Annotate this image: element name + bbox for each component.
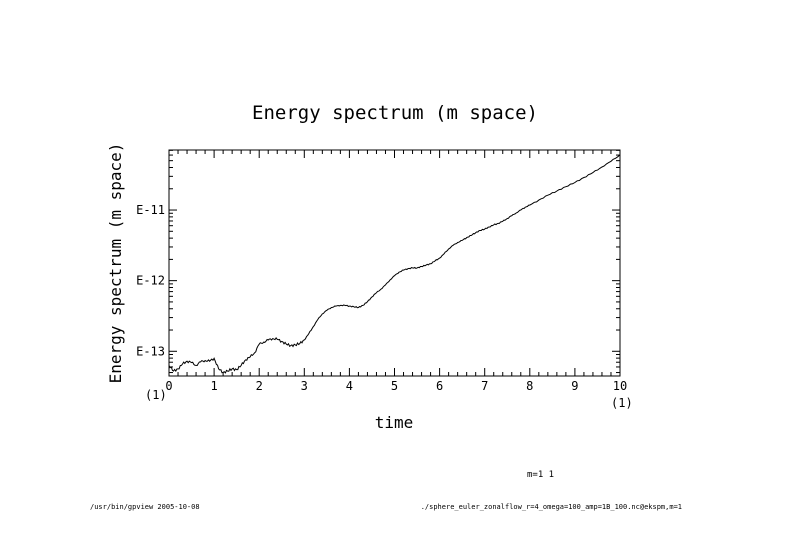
y-tick-label: E-11 [136,203,165,217]
x-tick-label: 6 [436,379,443,393]
y-tick-label: E-13 [136,344,165,358]
y-axis-label: Energy spectrum (m space) [106,143,125,384]
x-tick-label: 2 [256,379,263,393]
x-axis-label: time [375,413,414,432]
x-tick-label: 9 [571,379,578,393]
footer-right: ./sphere_euler_zonalflow_r=4_omega=100_a… [421,503,682,511]
x-tick-label: 7 [481,379,488,393]
series-line [168,154,621,374]
x-axis: 0 1 2 3 4 5 6 7 8 9 10 [165,150,627,393]
x-tick-label: 5 [391,379,398,393]
x-scale-note-right: (1) [611,396,633,410]
chart-title: Energy spectrum (m space) [252,102,538,124]
x-tick-label: 1 [210,379,217,393]
x-tick-label: 3 [301,379,308,393]
x-scale-note-left: (1) [145,388,167,402]
plot-frame [168,149,621,377]
x-tick-label: 10 [613,379,627,393]
annotation-m: m=1 1 [527,470,554,480]
footer-left: /usr/bin/gpview 2005-10-08 [90,503,200,511]
x-tick-label: 8 [526,379,533,393]
x-tick-label: 0 [165,379,172,393]
x-tick-label: 4 [346,379,353,393]
y-axis: E-13 E-12 E-11 [136,149,620,374]
y-tick-label: E-12 [136,274,165,288]
